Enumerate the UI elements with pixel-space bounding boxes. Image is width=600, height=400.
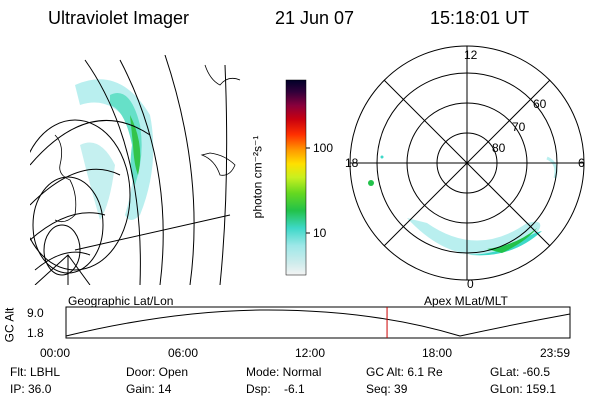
instrument-title: Ultraviolet Imager — [48, 8, 190, 28]
orbit-ytick-max: 9.0 — [27, 306, 44, 320]
info-gain: Gain: 14 — [126, 382, 172, 396]
apex-title: Apex MLat/MLT — [424, 294, 508, 308]
mlt-label-12: 12 — [464, 48, 478, 62]
info-dsp: Dsp: -6.1 — [246, 382, 305, 396]
mlt-label-6: 6 — [578, 156, 585, 170]
orbit-axis-label: GC Alt — [2, 307, 17, 343]
info-door: Door: Open — [126, 365, 189, 379]
date-label: 21 Jun 07 — [275, 8, 355, 28]
orbit-xtick-1800: 18:00 — [422, 346, 453, 360]
orbit-ytick-min: 1.8 — [27, 326, 44, 340]
lat-label-70: 70 — [512, 120, 526, 134]
lat-label-80: 80 — [492, 141, 506, 155]
orbit-altitude-plot — [65, 306, 571, 339]
info-seq: Seq: 39 — [366, 382, 408, 396]
aurora-emission-geo — [75, 79, 154, 221]
orbit-xtick-1200: 12:00 — [295, 346, 326, 360]
color-bar — [285, 79, 310, 276]
colorbar-tick-10: 10 — [313, 226, 327, 240]
aurora-emission-polar — [368, 155, 558, 256]
polar-plot — [349, 45, 585, 281]
time-label: 15:18:01 UT — [430, 8, 530, 28]
info-gc-alt: GC Alt: 6.1 Re — [366, 365, 443, 379]
orbit-xtick-2359: 23:59 — [540, 346, 571, 360]
orbit-xtick-0600: 06:00 — [168, 346, 199, 360]
mlt-label-18: 18 — [345, 156, 359, 170]
info-glat: GLat: -60.5 — [490, 365, 551, 379]
geographic-title: Geographic Lat/Lon — [68, 294, 174, 308]
lat-label-60: 60 — [533, 97, 547, 111]
mlt-label-0: 0 — [467, 277, 474, 291]
info-glon: GLon: 159.1 — [490, 382, 557, 396]
info-filter: Flt: LBHL — [10, 365, 61, 379]
colorbar-unit-label: photon cm⁻²s⁻¹ — [250, 135, 265, 219]
info-mode: Mode: Normal — [246, 365, 322, 379]
orbit-xtick-0000: 00:00 — [40, 346, 71, 360]
colorbar-tick-100: 100 — [313, 141, 334, 155]
info-ip: IP: 36.0 — [10, 382, 52, 396]
geographic-map — [30, 55, 241, 285]
